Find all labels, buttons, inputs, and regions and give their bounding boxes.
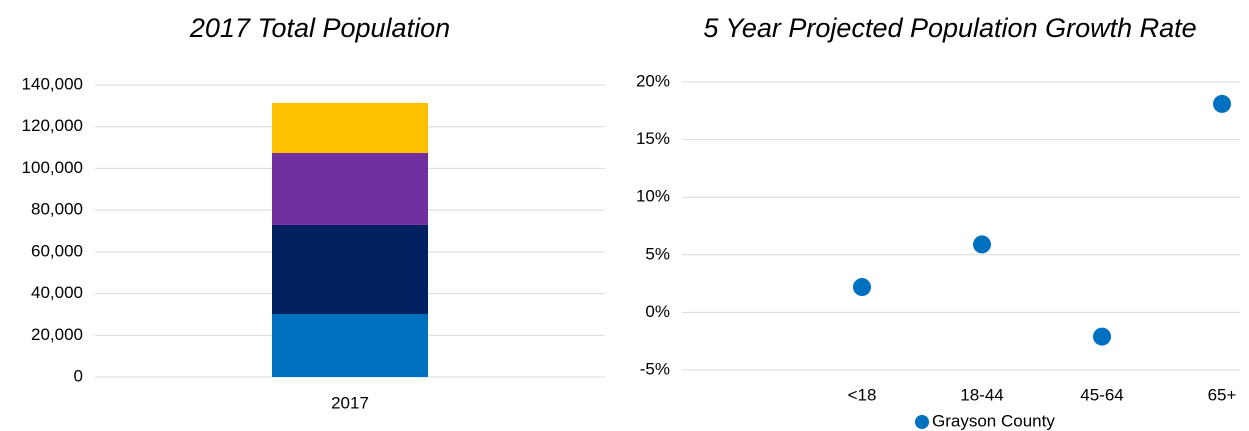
x-tick-label: 2017 [331, 393, 369, 412]
y-tick-label: 140,000 [22, 74, 83, 93]
y-tick-label: 20,000 [31, 325, 83, 344]
dot [853, 278, 871, 297]
x-tick-label: 45-64 [1080, 385, 1123, 404]
y-tick-label: -5% [640, 359, 670, 378]
x-tick-label: <18 [848, 385, 877, 404]
legend-label: Grayson County [932, 411, 1055, 430]
y-tick-label: 40,000 [31, 283, 83, 302]
chart-title: 5 Year Projected Population Growth Rate [703, 13, 1196, 43]
y-tick-label: 60,000 [31, 241, 83, 260]
chart-title: 2017 Total Population [189, 13, 450, 43]
bar-segment [272, 102, 428, 153]
dot [973, 235, 991, 254]
y-tick-label: 0 [74, 366, 83, 385]
dot [1093, 327, 1111, 346]
y-tick-label: 15% [636, 129, 670, 148]
x-tick-label: 18-44 [960, 385, 1003, 404]
legend-marker [915, 415, 929, 429]
y-tick-label: 80,000 [31, 200, 83, 219]
y-tick-label: 20% [636, 71, 670, 90]
y-tick-label: 10% [636, 187, 670, 206]
dot [1213, 94, 1231, 113]
bar-segment [272, 152, 428, 225]
x-tick-label: 65+ [1208, 385, 1237, 404]
bar-segment [272, 314, 428, 377]
bar-segment [272, 224, 428, 315]
y-tick-label: 100,000 [22, 158, 83, 177]
y-tick-label: 5% [645, 244, 670, 263]
y-tick-label: 0% [645, 302, 670, 321]
y-tick-label: 120,000 [22, 116, 83, 135]
